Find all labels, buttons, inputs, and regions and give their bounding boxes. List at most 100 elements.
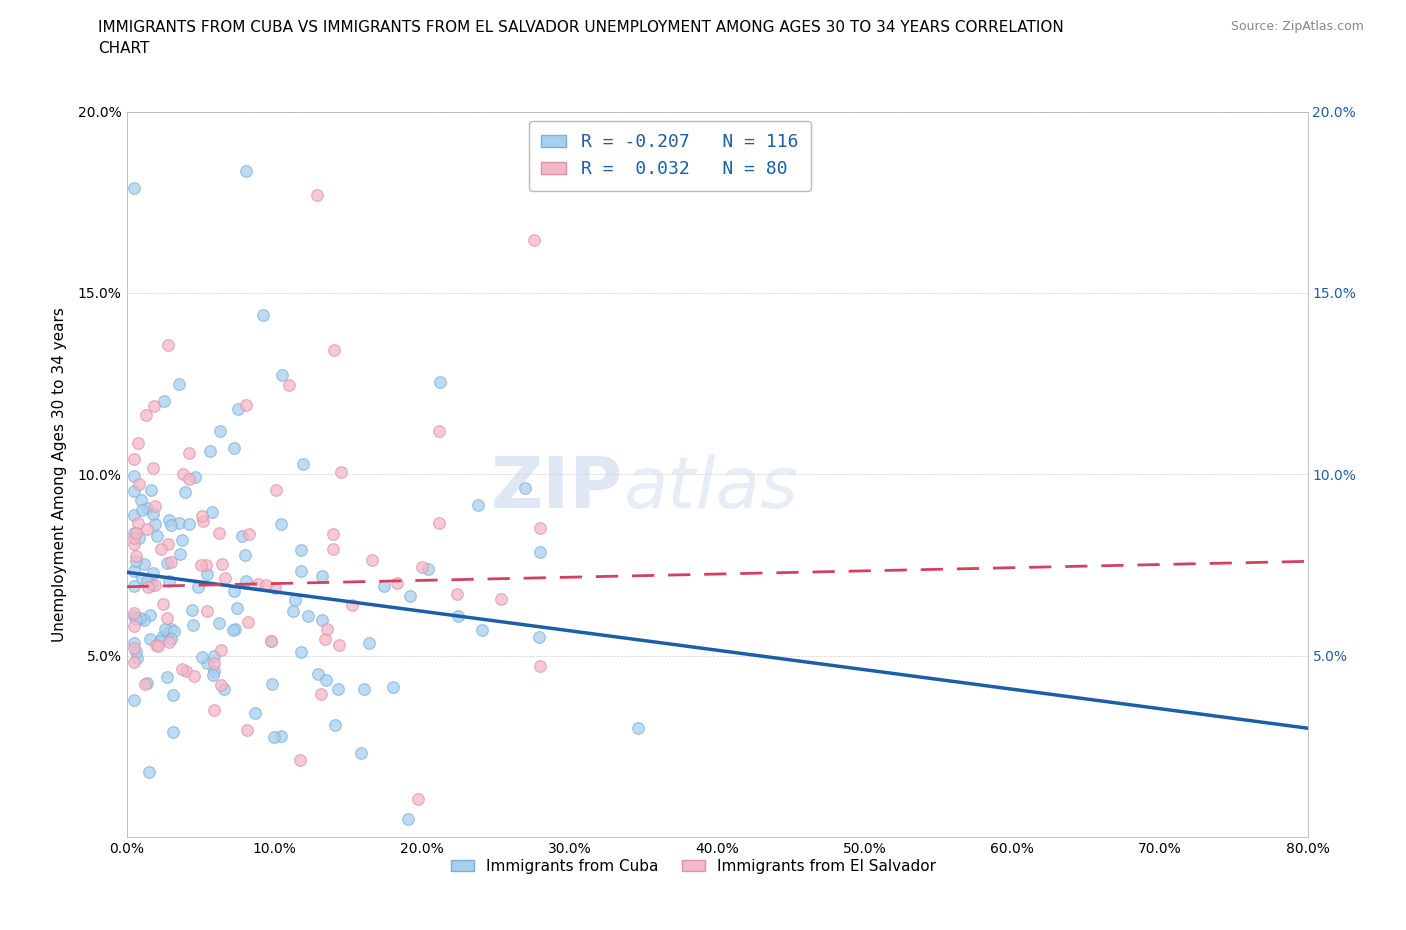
Point	[209, 643, 232, 658]
Point	[195, 604, 218, 618]
Point	[314, 631, 336, 646]
Point	[291, 457, 314, 472]
Point	[143, 498, 166, 513]
Point	[211, 556, 233, 571]
Point	[204, 656, 226, 671]
Point	[200, 444, 222, 458]
Point	[145, 638, 167, 653]
Point	[153, 393, 176, 408]
Point	[224, 583, 246, 598]
Point	[353, 682, 375, 697]
Point	[323, 717, 346, 732]
Point	[311, 613, 333, 628]
Point	[127, 435, 149, 450]
Point	[529, 658, 551, 673]
Point	[156, 670, 179, 684]
Point	[187, 579, 209, 594]
Point	[172, 467, 194, 482]
Point	[149, 541, 172, 556]
Point	[142, 507, 165, 522]
Point	[315, 672, 337, 687]
Point	[122, 655, 145, 670]
Point	[127, 515, 149, 530]
Point	[139, 607, 162, 622]
Point	[179, 472, 201, 486]
Point	[290, 564, 312, 578]
Point	[162, 687, 184, 702]
Point	[159, 554, 181, 569]
Point	[523, 233, 546, 248]
Point	[288, 752, 311, 767]
Point	[235, 574, 257, 589]
Point	[148, 639, 170, 654]
Point	[326, 681, 349, 696]
Point	[284, 592, 307, 607]
Point	[122, 469, 145, 484]
Point	[122, 564, 145, 578]
Point	[396, 811, 419, 827]
Point	[135, 676, 157, 691]
Point	[131, 571, 153, 586]
Point	[170, 532, 193, 547]
Point	[125, 525, 148, 540]
Point	[142, 565, 165, 580]
Point	[328, 637, 350, 652]
Text: ZIP: ZIP	[491, 455, 623, 524]
Point	[156, 556, 179, 571]
Point	[139, 483, 162, 498]
Point	[122, 579, 145, 594]
Point	[350, 746, 373, 761]
Point	[208, 616, 231, 631]
Point	[134, 677, 156, 692]
Point	[124, 644, 146, 659]
Point	[122, 618, 145, 633]
Point	[157, 537, 180, 551]
Point	[127, 650, 149, 665]
Point	[202, 664, 225, 679]
Point	[247, 577, 270, 591]
Point	[159, 513, 181, 528]
Point	[131, 502, 153, 517]
Point	[427, 423, 450, 438]
Point	[174, 664, 197, 679]
Point	[311, 687, 333, 702]
Point	[184, 470, 207, 485]
Point	[373, 578, 395, 593]
Point	[315, 622, 337, 637]
Point	[489, 592, 512, 607]
Point	[195, 656, 218, 671]
Point	[270, 517, 292, 532]
Point	[136, 522, 159, 537]
Point	[138, 764, 160, 779]
Point	[129, 492, 152, 507]
Point	[146, 529, 169, 544]
Point	[163, 624, 186, 639]
Point	[122, 525, 145, 540]
Point	[177, 516, 200, 531]
Point	[385, 576, 408, 591]
Point	[416, 562, 439, 577]
Point	[214, 570, 236, 585]
Point	[527, 630, 550, 644]
Point	[122, 530, 145, 545]
Point	[139, 631, 162, 646]
Point	[529, 545, 551, 560]
Point	[169, 547, 191, 562]
Point	[224, 621, 246, 636]
Point	[142, 460, 165, 475]
Point	[162, 724, 184, 739]
Point	[212, 681, 235, 696]
Point	[190, 558, 212, 573]
Point	[124, 507, 146, 522]
Point	[427, 516, 450, 531]
Point	[224, 441, 246, 456]
Point	[290, 543, 312, 558]
Point	[152, 597, 174, 612]
Point	[322, 526, 344, 541]
Point	[136, 579, 159, 594]
Point	[209, 677, 232, 692]
Point	[408, 791, 430, 806]
Point	[191, 514, 214, 529]
Point	[167, 377, 190, 392]
Point	[129, 610, 152, 625]
